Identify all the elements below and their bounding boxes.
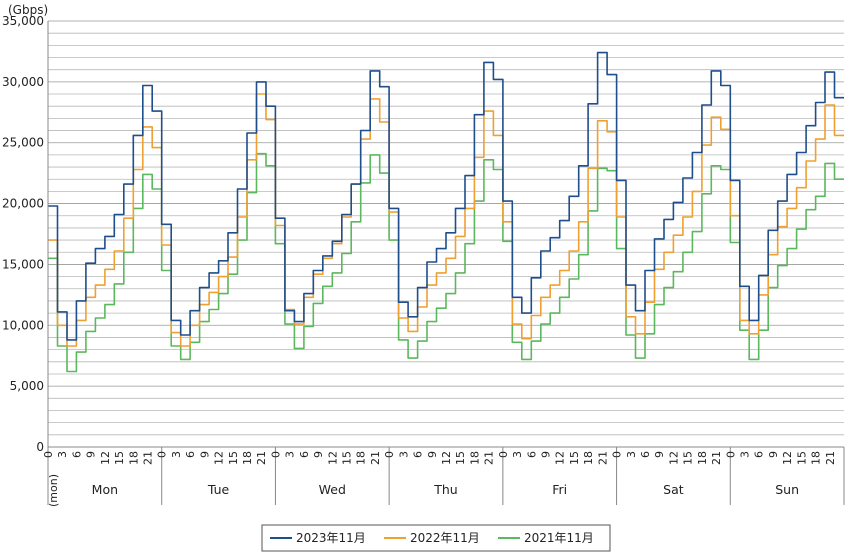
day-label: Fri (552, 482, 567, 497)
y-tick-label: 0 (36, 440, 44, 454)
x-tick-label: 9 (85, 451, 98, 458)
x-axis-unit: (mon) (47, 474, 60, 507)
x-tick-label: 15 (341, 451, 354, 465)
y-tick-label: 15,000 (2, 257, 44, 271)
x-tick-label: 3 (170, 451, 183, 458)
x-tick-label: 3 (511, 451, 524, 458)
x-tick-label: 21 (710, 451, 723, 465)
x-tick-label: 0 (269, 451, 282, 458)
x-tick-label: 21 (483, 451, 496, 465)
x-tick-label: 18 (582, 451, 595, 465)
x-tick-label: 21 (255, 451, 268, 465)
x-tick-label: 12 (99, 451, 112, 465)
x-tick-label: 0 (42, 451, 55, 458)
legend-label: 2023年11月 (296, 531, 366, 545)
x-tick-label: 15 (568, 451, 581, 465)
gridlines (48, 20, 844, 436)
x-tick-label: 0 (611, 451, 624, 458)
x-tick-label: 9 (312, 451, 325, 458)
day-label: Wed (319, 482, 346, 497)
y-tick-labels: 0 5,000 10,000 15,000 20,000 25,000 30,000 35,0… (2, 14, 44, 454)
x-tick-label: 0 (497, 451, 510, 458)
x-tick-label: 15 (227, 451, 240, 465)
x-tick-label: 9 (540, 451, 553, 458)
y-tick-label: 30,000 (2, 75, 44, 89)
legend-box (261, 524, 611, 552)
x-tick-label: 15 (113, 451, 126, 465)
x-tick-label: 0 (724, 451, 737, 458)
y-tick-label: 10,000 (2, 318, 44, 332)
x-tick-label: 15 (454, 451, 467, 465)
x-tick-label: 21 (824, 451, 837, 465)
x-tick-label: 6 (753, 451, 766, 458)
x-tick-label: 12 (667, 451, 680, 465)
x-tick-label: 6 (412, 451, 425, 458)
legend-label: 2021年11月 (524, 531, 594, 545)
x-tick-label: 21 (596, 451, 609, 465)
x-tick-label: 18 (696, 451, 709, 465)
y-axis-unit: (Gbps) (8, 3, 48, 17)
x-tick-label: 3 (56, 451, 69, 458)
y-tick-label: 5,000 (10, 379, 44, 393)
x-tick-label: 9 (767, 451, 780, 458)
x-tick-label: 3 (625, 451, 638, 458)
x-tick-label: 6 (298, 451, 311, 458)
x-tick-label: 18 (810, 451, 823, 465)
x-tick-label: 0 (156, 451, 169, 458)
x-tick-label: 3 (397, 451, 410, 458)
y-tick-label: 35,000 (2, 14, 44, 28)
x-tick-label: 21 (369, 451, 382, 465)
x-tick-label: 18 (127, 451, 140, 465)
legend: 2023年11月 2022年11月 2021年11月 (261, 524, 611, 552)
x-tick-label: 6 (639, 451, 652, 458)
x-tick-label: 12 (213, 451, 226, 465)
x-tick-label: 9 (198, 451, 211, 458)
x-tick-label: 6 (184, 451, 197, 458)
y-tick-label: 20,000 (2, 197, 44, 211)
axes (47, 21, 845, 505)
series-line (48, 93, 844, 347)
x-tick-label: 0 (383, 451, 396, 458)
x-tick-label: 6 (70, 451, 83, 458)
x-tick-label: 3 (284, 451, 297, 458)
y-tick-label: 25,000 (2, 136, 44, 150)
series-line (48, 51, 844, 341)
day-label: Thu (433, 482, 457, 497)
series-line (48, 152, 844, 373)
x-tick-label: 9 (426, 451, 439, 458)
x-tick-label: 6 (525, 451, 538, 458)
series-lines (48, 51, 844, 373)
x-tick-label: 18 (468, 451, 481, 465)
x-tick-label: 18 (241, 451, 254, 465)
day-label: Tue (207, 482, 230, 497)
x-tick-label: 18 (355, 451, 368, 465)
day-label: Mon (92, 482, 118, 497)
x-tick-label: 9 (653, 451, 666, 458)
x-tick-label: 12 (554, 451, 567, 465)
x-tick-label: 3 (739, 451, 752, 458)
day-label: Sun (775, 482, 799, 497)
x-tick-label: 12 (440, 451, 453, 465)
x-tick-label: 12 (781, 451, 794, 465)
x-tick-label: 15 (682, 451, 695, 465)
x-tick-label: 21 (142, 451, 155, 465)
x-tick-label: 15 (795, 451, 808, 465)
day-label: Sat (663, 482, 684, 497)
legend-label: 2022年11月 (410, 531, 480, 545)
x-tick-label: 12 (326, 451, 339, 465)
